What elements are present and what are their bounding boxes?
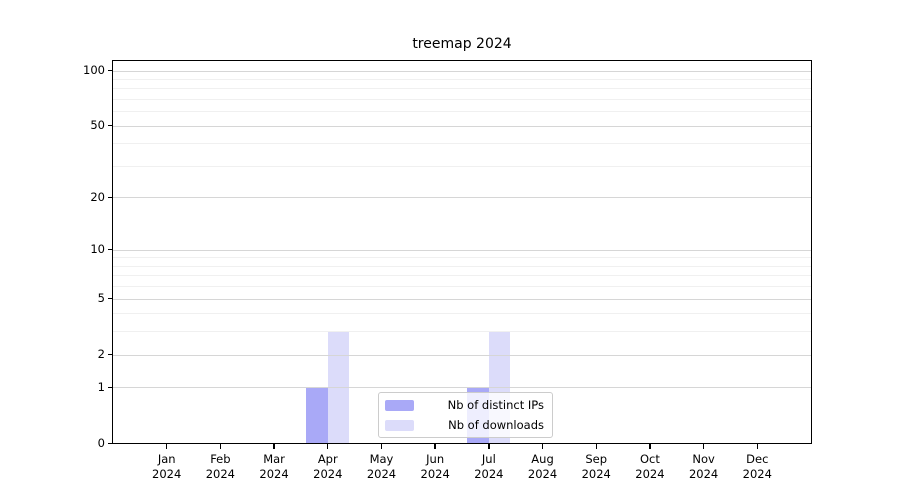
x-tick-label: May 2024 [366, 451, 397, 481]
x-tick-label: Oct 2024 [635, 451, 665, 481]
x-tick-label: Jul 2024 [474, 451, 504, 481]
x-tick-label: Mar 2024 [259, 451, 289, 481]
legend-row-distinct-ips: Nb of distinct IPs [385, 397, 552, 414]
x-tick-label: Dec 2024 [742, 451, 772, 481]
x-tick-label: Nov 2024 [688, 451, 719, 481]
x-tick-label: Feb 2024 [205, 451, 236, 481]
minor-gridline [113, 143, 811, 145]
y-tick-mark [108, 125, 113, 127]
legend-label-downloads: Nb of downloads [448, 418, 544, 432]
x-tick-label: Jan 2024 [152, 451, 182, 481]
major-gridline [113, 70, 811, 72]
y-tick-label: 20 [90, 189, 105, 204]
x-tick-mark [702, 443, 705, 449]
major-gridline [113, 354, 811, 356]
major-gridline [113, 125, 811, 127]
x-tick-mark [541, 443, 544, 449]
y-tick-label: 10 [90, 242, 105, 257]
y-tick-label: 100 [83, 63, 105, 78]
x-tick-mark [165, 443, 168, 449]
y-tick-label: 50 [90, 118, 105, 133]
x-tick-label: Jun 2024 [420, 451, 450, 481]
minor-gridline [113, 331, 811, 333]
x-tick-mark [327, 443, 329, 449]
major-gridline [113, 249, 811, 251]
chart-title: treemap 2024 [412, 36, 512, 52]
x-tick-mark [434, 443, 436, 449]
x-tick-mark [380, 443, 383, 449]
minor-gridline [113, 78, 811, 80]
x-tick-label: Sep 2024 [581, 451, 611, 481]
y-tick-mark [108, 386, 113, 389]
x-tick-mark [219, 443, 222, 449]
y-tick-mark [108, 354, 113, 356]
legend: Nb of distinct IPs Nb of downloads [378, 392, 553, 438]
legend-swatch-downloads [385, 419, 414, 431]
minor-gridline [113, 313, 811, 315]
y-tick-label: 2 [97, 347, 105, 362]
y-tick-mark [108, 196, 113, 199]
y-tick-label: 0 [97, 436, 105, 450]
y-tick-mark [108, 298, 113, 300]
bar-downloads [327, 331, 350, 444]
x-tick-mark [756, 443, 758, 449]
x-tick-label: Aug 2024 [527, 451, 558, 481]
minor-gridline [113, 111, 811, 113]
minor-gridline [113, 166, 811, 167]
major-gridline [113, 298, 811, 300]
x-tick-mark [488, 443, 490, 449]
x-tick-mark [595, 443, 597, 449]
y-tick-mark [108, 442, 113, 445]
legend-swatch-distinct-ips [385, 399, 414, 411]
legend-label-distinct-ips: Nb of distinct IPs [447, 398, 544, 412]
minor-gridline [113, 257, 811, 259]
bar-distinct-ips [306, 387, 328, 444]
minor-gridline [113, 99, 811, 101]
y-tick-mark [108, 249, 113, 251]
legend-row-downloads: Nb of downloads [385, 417, 552, 434]
y-tick-label: 1 [97, 379, 105, 394]
major-gridline [113, 197, 811, 199]
minor-gridline [113, 286, 811, 288]
plot-frame [111, 60, 812, 445]
x-tick-mark [649, 443, 651, 449]
minor-gridline [113, 265, 811, 267]
minor-gridline [113, 275, 811, 277]
x-tick-mark [273, 443, 275, 449]
y-tick-label: 5 [97, 291, 105, 306]
major-gridline [113, 387, 811, 389]
y-tick-mark [108, 69, 113, 72]
x-tick-label: Apr 2024 [313, 451, 343, 481]
minor-gridline [113, 88, 811, 90]
